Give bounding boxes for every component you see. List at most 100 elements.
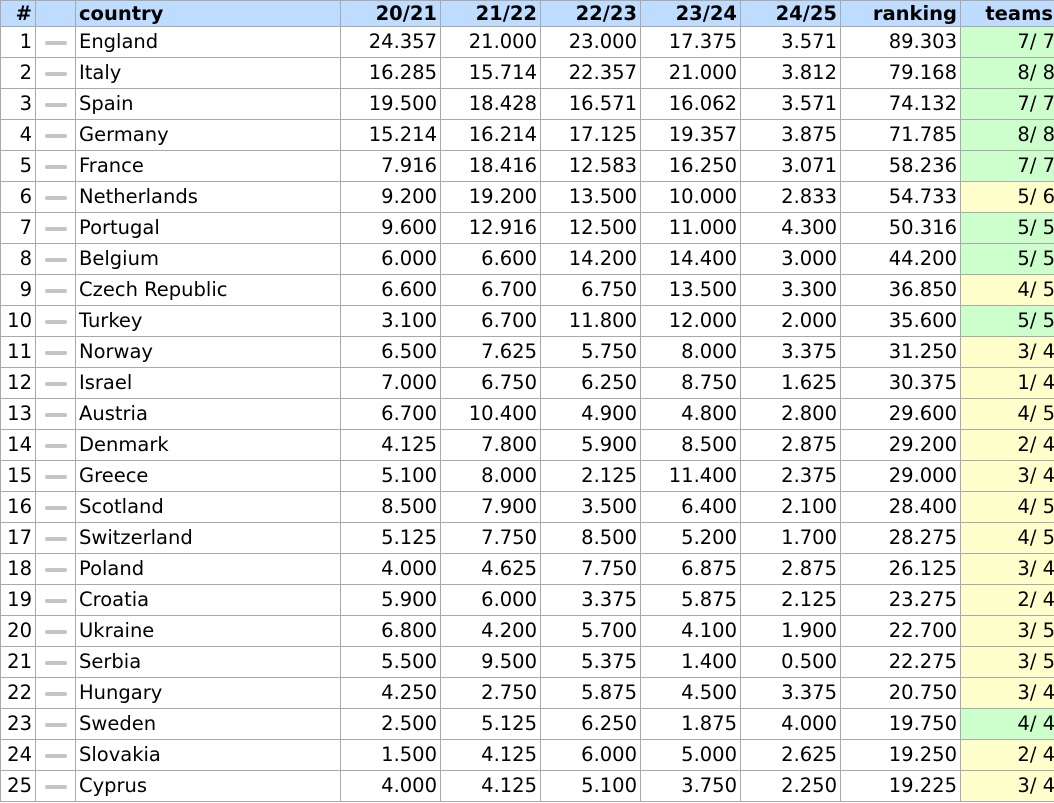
table-row[interactable]: 12 Israel 7.000 6.750 6.250 8.750 1.625 30.375 1… <box>0 367 1054 399</box>
rank-cell: 9 <box>0 274 36 306</box>
dash-icon <box>44 71 67 76</box>
season-2021-cell: 8.500 <box>340 491 441 523</box>
season-2425-cell: 4.300 <box>740 212 841 244</box>
table-row[interactable]: 16 Scotland 8.500 7.900 3.500 6.400 2.100 28.40… <box>0 491 1054 523</box>
header-season-2021[interactable]: 20/21 <box>340 0 441 27</box>
season-2122-cell: 8.000 <box>440 460 541 492</box>
header-ranking[interactable]: ranking <box>840 0 961 27</box>
rank-cell: 17 <box>0 522 36 554</box>
teams-cell: 3/ 5 <box>960 646 1054 678</box>
country-cell: Italy <box>75 57 341 89</box>
ranking-cell: 19.225 <box>840 770 961 802</box>
season-2122-cell: 6.700 <box>440 305 541 337</box>
season-2425-cell: 3.375 <box>740 677 841 709</box>
season-2122-cell: 2.750 <box>440 677 541 709</box>
season-2122-cell: 15.714 <box>440 57 541 89</box>
country-cell: Germany <box>75 119 341 151</box>
table-row[interactable]: 17 Switzerland 5.125 7.750 8.500 5.200 1.700 28… <box>0 522 1054 554</box>
table-row[interactable]: 15 Greece 5.100 8.000 2.125 11.400 2.375 29.000… <box>0 460 1054 492</box>
table-row[interactable]: 19 Croatia 5.900 6.000 3.375 5.875 2.125 23.275… <box>0 584 1054 616</box>
season-2425-cell: 3.071 <box>740 150 841 182</box>
season-2425-cell: 3.300 <box>740 274 841 306</box>
table-row[interactable]: 23 Sweden 2.500 5.125 6.250 1.875 4.000 19.750 4… <box>0 708 1054 740</box>
trend-cell <box>35 336 76 368</box>
season-2122-cell: 7.900 <box>440 491 541 523</box>
rank-cell: 4 <box>0 119 36 151</box>
season-2021-cell: 16.285 <box>340 57 441 89</box>
season-2223-cell: 23.000 <box>540 26 641 58</box>
table-row[interactable]: 22 Hungary 4.250 2.750 5.875 4.500 3.375 20.750… <box>0 677 1054 709</box>
rank-cell: 1 <box>0 26 36 58</box>
ranking-cell: 20.750 <box>840 677 961 709</box>
dash-icon <box>44 567 67 572</box>
table-row[interactable]: 2 Italy 16.285 15.714 22.357 21.000 3.812 79.16… <box>0 57 1054 89</box>
header-season-2122[interactable]: 21/22 <box>440 0 541 27</box>
teams-cell: 4/ 4 <box>960 708 1054 740</box>
header-teams[interactable]: teams <box>960 0 1054 27</box>
season-2223-cell: 12.500 <box>540 212 641 244</box>
trend-cell <box>35 274 76 306</box>
season-2425-cell: 1.700 <box>740 522 841 554</box>
season-2122-cell: 9.500 <box>440 646 541 678</box>
header-rank[interactable]: # <box>0 0 36 27</box>
table-row[interactable]: 18 Poland 4.000 4.625 7.750 6.875 2.875 26.125 3… <box>0 553 1054 585</box>
table-row[interactable]: 1 England 24.357 21.000 23.000 17.375 3.571 89.… <box>0 26 1054 58</box>
teams-cell: 2/ 4 <box>960 584 1054 616</box>
teams-cell: 7/ 7 <box>960 26 1054 58</box>
ranking-cell: 28.400 <box>840 491 961 523</box>
season-2021-cell: 6.600 <box>340 274 441 306</box>
table-row[interactable]: 3 Spain 19.500 18.428 16.571 16.062 3.571 74.13… <box>0 88 1054 120</box>
country-cell: Switzerland <box>75 522 341 554</box>
season-2425-cell: 2.000 <box>740 305 841 337</box>
table-row[interactable]: 20 Ukraine 6.800 4.200 5.700 4.100 1.900 22.700… <box>0 615 1054 647</box>
teams-cell: 3/ 4 <box>960 460 1054 492</box>
header-country[interactable]: country <box>75 0 341 27</box>
table-row[interactable]: 6 Netherlands 9.200 19.200 13.500 10.000 2.833… <box>0 181 1054 213</box>
ranking-cell: 22.275 <box>840 646 961 678</box>
table-row[interactable]: 9 Czech Republic 6.600 6.700 6.750 13.500 3.30… <box>0 274 1054 306</box>
season-2324-cell: 6.875 <box>640 553 741 585</box>
season-2223-cell: 5.750 <box>540 336 641 368</box>
table-row[interactable]: 5 France 7.916 18.416 12.583 16.250 3.071 58.23… <box>0 150 1054 182</box>
ranking-cell: 71.785 <box>840 119 961 151</box>
country-cell: Serbia <box>75 646 341 678</box>
trend-cell <box>35 677 76 709</box>
header-season-2324[interactable]: 23/24 <box>640 0 741 27</box>
header-season-2223[interactable]: 22/23 <box>540 0 641 27</box>
season-2021-cell: 6.000 <box>340 243 441 275</box>
table-row[interactable]: 7 Portugal 9.600 12.916 12.500 11.000 4.300 50.… <box>0 212 1054 244</box>
season-2324-cell: 6.400 <box>640 491 741 523</box>
trend-cell <box>35 739 76 771</box>
header-season-2425[interactable]: 24/25 <box>740 0 841 27</box>
ranking-cell: 28.275 <box>840 522 961 554</box>
table-row[interactable]: 10 Turkey 3.100 6.700 11.800 12.000 2.000 35.60… <box>0 305 1054 337</box>
table-row[interactable]: 25 Cyprus 4.000 4.125 5.100 3.750 2.250 19.225 3… <box>0 770 1054 802</box>
season-2324-cell: 4.100 <box>640 615 741 647</box>
season-2223-cell: 11.800 <box>540 305 641 337</box>
ranking-cell: 30.375 <box>840 367 961 399</box>
ranking-cell: 29.600 <box>840 398 961 430</box>
table-row[interactable]: 8 Belgium 6.000 6.600 14.200 14.400 3.000 44.20… <box>0 243 1054 275</box>
rank-cell: 19 <box>0 584 36 616</box>
season-2021-cell: 24.357 <box>340 26 441 58</box>
table-row[interactable]: 13 Austria 6.700 10.400 4.900 4.800 2.800 29.60… <box>0 398 1054 430</box>
season-2425-cell: 2.125 <box>740 584 841 616</box>
country-cell: Greece <box>75 460 341 492</box>
table-row[interactable]: 11 Norway 6.500 7.625 5.750 8.000 3.375 31.250 3… <box>0 336 1054 368</box>
trend-cell <box>35 553 76 585</box>
table-row[interactable]: 24 Slovakia 1.500 4.125 6.000 5.000 2.625 19.25… <box>0 739 1054 771</box>
teams-cell: 3/ 5 <box>960 615 1054 647</box>
dash-icon <box>44 195 67 200</box>
season-2021-cell: 6.700 <box>340 398 441 430</box>
dash-icon <box>44 443 67 448</box>
season-2324-cell: 8.500 <box>640 429 741 461</box>
table-row[interactable]: 21 Serbia 5.500 9.500 5.375 1.400 0.500 22.275 3… <box>0 646 1054 678</box>
country-cell: Sweden <box>75 708 341 740</box>
season-2425-cell: 1.900 <box>740 615 841 647</box>
table-row[interactable]: 14 Denmark 4.125 7.800 5.900 8.500 2.875 29.200… <box>0 429 1054 461</box>
dash-icon <box>44 133 67 138</box>
ranking-cell: 89.303 <box>840 26 961 58</box>
table-row[interactable]: 4 Germany 15.214 16.214 17.125 19.357 3.875 71.… <box>0 119 1054 151</box>
season-2425-cell: 3.000 <box>740 243 841 275</box>
